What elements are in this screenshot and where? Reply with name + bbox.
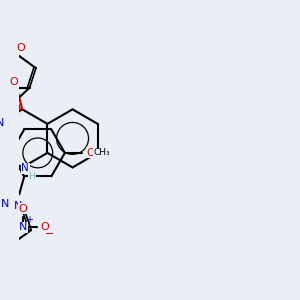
Text: O: O <box>87 148 95 158</box>
Text: N: N <box>21 164 29 173</box>
Text: O: O <box>9 77 18 87</box>
Text: −: − <box>45 229 54 239</box>
Text: N: N <box>0 118 4 128</box>
Text: +: + <box>25 215 33 226</box>
Text: O: O <box>40 222 49 232</box>
Text: N: N <box>19 222 27 232</box>
Text: N: N <box>14 201 22 211</box>
Text: CH₃: CH₃ <box>93 148 110 158</box>
Text: N: N <box>1 199 10 209</box>
Text: O: O <box>19 204 28 214</box>
Text: O: O <box>16 44 25 53</box>
Text: H: H <box>28 172 35 181</box>
